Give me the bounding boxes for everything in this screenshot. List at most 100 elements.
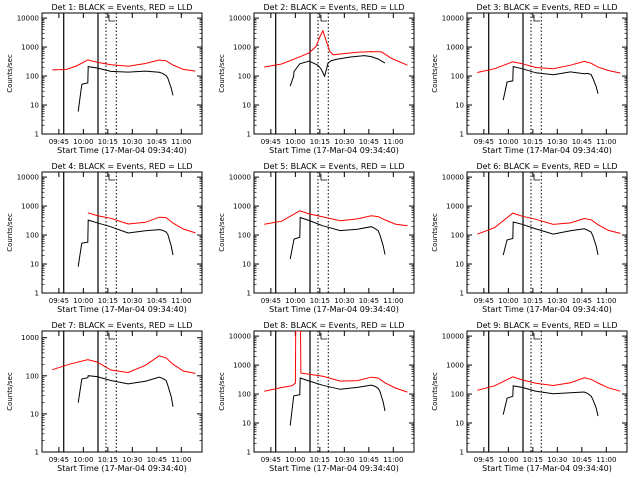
y-tick-label: 10000 xyxy=(442,333,464,341)
panel-det-1: Det 1: BLACK = Events, RED = LLD 1 10 100 10… xyxy=(6,3,203,155)
y-tick-label: 10 xyxy=(30,102,39,110)
range-bracket xyxy=(108,174,115,181)
x-axis-label: Start Time (17-Mar-04 09:34:40) xyxy=(482,146,612,155)
x-tick-label: 10:30 xyxy=(547,456,567,464)
x-axis-label: Start Time (17-Mar-04 09:34:40) xyxy=(482,305,612,314)
x-tick-label: 10:00 xyxy=(73,456,93,464)
x-tick-label: 09:45 xyxy=(261,456,281,464)
panel-det-3: Det 3: BLACK = Events, RED = LLD 1 10 100 10… xyxy=(431,3,628,155)
y-tick-label: 1 xyxy=(247,290,251,298)
y-tick-label: 1000 xyxy=(233,203,251,211)
x-tick-label: 10:45 xyxy=(572,297,592,305)
panel-det-7: Det 7: BLACK = Events, RED = LLD 1 10 100 10… xyxy=(6,321,203,473)
x-axis-label: Start Time (17-Mar-04 09:34:40) xyxy=(482,464,612,473)
series-line-events xyxy=(502,65,599,101)
y-axis-label: Counts/sec xyxy=(218,54,226,93)
panel-det-9: Det 9: BLACK = Events, RED = LLD 1 10 100 10… xyxy=(431,321,628,473)
series-line-events xyxy=(77,375,174,407)
y-tick-label: 1000 xyxy=(21,44,39,52)
y-tick-label: 1 xyxy=(35,290,39,298)
x-tick-label: 10:45 xyxy=(359,138,379,146)
range-bracket xyxy=(108,333,115,340)
series-line-events xyxy=(502,385,599,417)
series-line-events xyxy=(502,221,599,256)
x-tick-label: 11:00 xyxy=(171,138,191,146)
y-axis-label: Counts/sec xyxy=(218,372,226,411)
y-tick-label: 10 xyxy=(242,102,251,110)
series-line-lld xyxy=(52,59,196,72)
x-tick-label: 10:15 xyxy=(98,138,118,146)
x-axis-label: Start Time (17-Mar-04 09:34:40) xyxy=(269,464,399,473)
x-tick-label: 10:15 xyxy=(310,456,330,464)
x-tick-label: 10:45 xyxy=(572,138,592,146)
y-tick-label: 10 xyxy=(30,410,39,418)
x-tick-label: 10:00 xyxy=(498,297,518,305)
y-tick-label: 10 xyxy=(455,102,464,110)
x-tick-label: 10:15 xyxy=(310,297,330,305)
panel-det-8: Det 8: BLACK = Events, RED = LLD 1 10 100 10… xyxy=(218,321,415,473)
x-tick-label: 10:45 xyxy=(147,138,167,146)
x-tick-label: 10:00 xyxy=(73,297,93,305)
plot-frame xyxy=(253,12,415,135)
series-line-events xyxy=(77,219,174,267)
y-tick-label: 1 xyxy=(247,449,251,457)
range-bracket xyxy=(320,333,327,340)
series-line-lld xyxy=(477,376,621,392)
chart-title: Det 4: BLACK = Events, RED = LLD xyxy=(52,162,193,171)
y-tick-label: 10 xyxy=(30,261,39,269)
y-tick-label: 10 xyxy=(242,261,251,269)
x-tick-label: 09:45 xyxy=(474,456,494,464)
chart-title: Det 9: BLACK = Events, RED = LLD xyxy=(477,321,618,330)
y-axis-label: Counts/sec xyxy=(6,54,14,93)
series-line-lld xyxy=(264,331,408,393)
chart-title: Det 6: BLACK = Events, RED = LLD xyxy=(477,162,618,171)
x-tick-label: 10:15 xyxy=(523,297,543,305)
y-axis-label: Counts/sec xyxy=(6,213,14,252)
chart-title: Det 3: BLACK = Events, RED = LLD xyxy=(477,3,618,12)
y-tick-label: 1 xyxy=(460,131,464,139)
range-bracket xyxy=(533,15,540,22)
chart-title: Det 1: BLACK = Events, RED = LLD xyxy=(52,3,193,12)
x-tick-label: 10:30 xyxy=(334,297,354,305)
y-tick-label: 100 xyxy=(451,232,464,240)
range-bracket xyxy=(533,174,540,181)
plot-frame xyxy=(41,330,203,453)
chart-title: Det 2: BLACK = Events, RED = LLD xyxy=(264,3,405,12)
x-tick-label: 10:30 xyxy=(122,138,142,146)
x-tick-label: 10:15 xyxy=(523,138,543,146)
y-axis-label: Counts/sec xyxy=(431,54,439,93)
x-tick-label: 10:30 xyxy=(547,297,567,305)
x-tick-label: 09:45 xyxy=(261,138,281,146)
panel-det-4: Det 4: BLACK = Events, RED = LLD 1 10 100 10… xyxy=(6,162,203,314)
x-tick-label: 09:45 xyxy=(261,297,281,305)
plot-frame xyxy=(466,330,628,453)
y-tick-label: 10 xyxy=(242,420,251,428)
x-tick-label: 10:30 xyxy=(547,138,567,146)
range-bracket xyxy=(108,15,115,22)
x-tick-label: 10:45 xyxy=(147,456,167,464)
y-tick-label: 10000 xyxy=(229,333,251,341)
x-tick-label: 10:45 xyxy=(359,297,379,305)
panel-det-2: Det 2: BLACK = Events, RED = LLD 1 10 100 10… xyxy=(218,3,415,155)
chart-title: Det 5: BLACK = Events, RED = LLD xyxy=(264,162,405,171)
y-tick-label: 10000 xyxy=(229,174,251,182)
range-bracket xyxy=(320,174,327,181)
y-axis-label: Counts/sec xyxy=(431,372,439,411)
y-tick-label: 10000 xyxy=(229,15,251,23)
x-tick-label: 10:30 xyxy=(122,297,142,305)
plot-frame xyxy=(253,330,415,453)
x-tick-label: 11:00 xyxy=(171,456,191,464)
x-axis-label: Start Time (17-Mar-04 09:34:40) xyxy=(269,146,399,155)
x-tick-label: 11:00 xyxy=(171,297,191,305)
x-tick-label: 10:45 xyxy=(147,297,167,305)
y-tick-label: 10 xyxy=(455,261,464,269)
series-line-lld xyxy=(87,212,196,234)
x-tick-label: 10:15 xyxy=(98,297,118,305)
y-tick-label: 100 xyxy=(26,232,39,240)
x-tick-label: 11:00 xyxy=(383,456,403,464)
y-tick-label: 10000 xyxy=(17,174,39,182)
x-tick-label: 11:00 xyxy=(596,456,616,464)
y-tick-label: 100 xyxy=(238,391,251,399)
x-tick-label: 10:00 xyxy=(285,297,305,305)
x-tick-label: 10:00 xyxy=(498,456,518,464)
